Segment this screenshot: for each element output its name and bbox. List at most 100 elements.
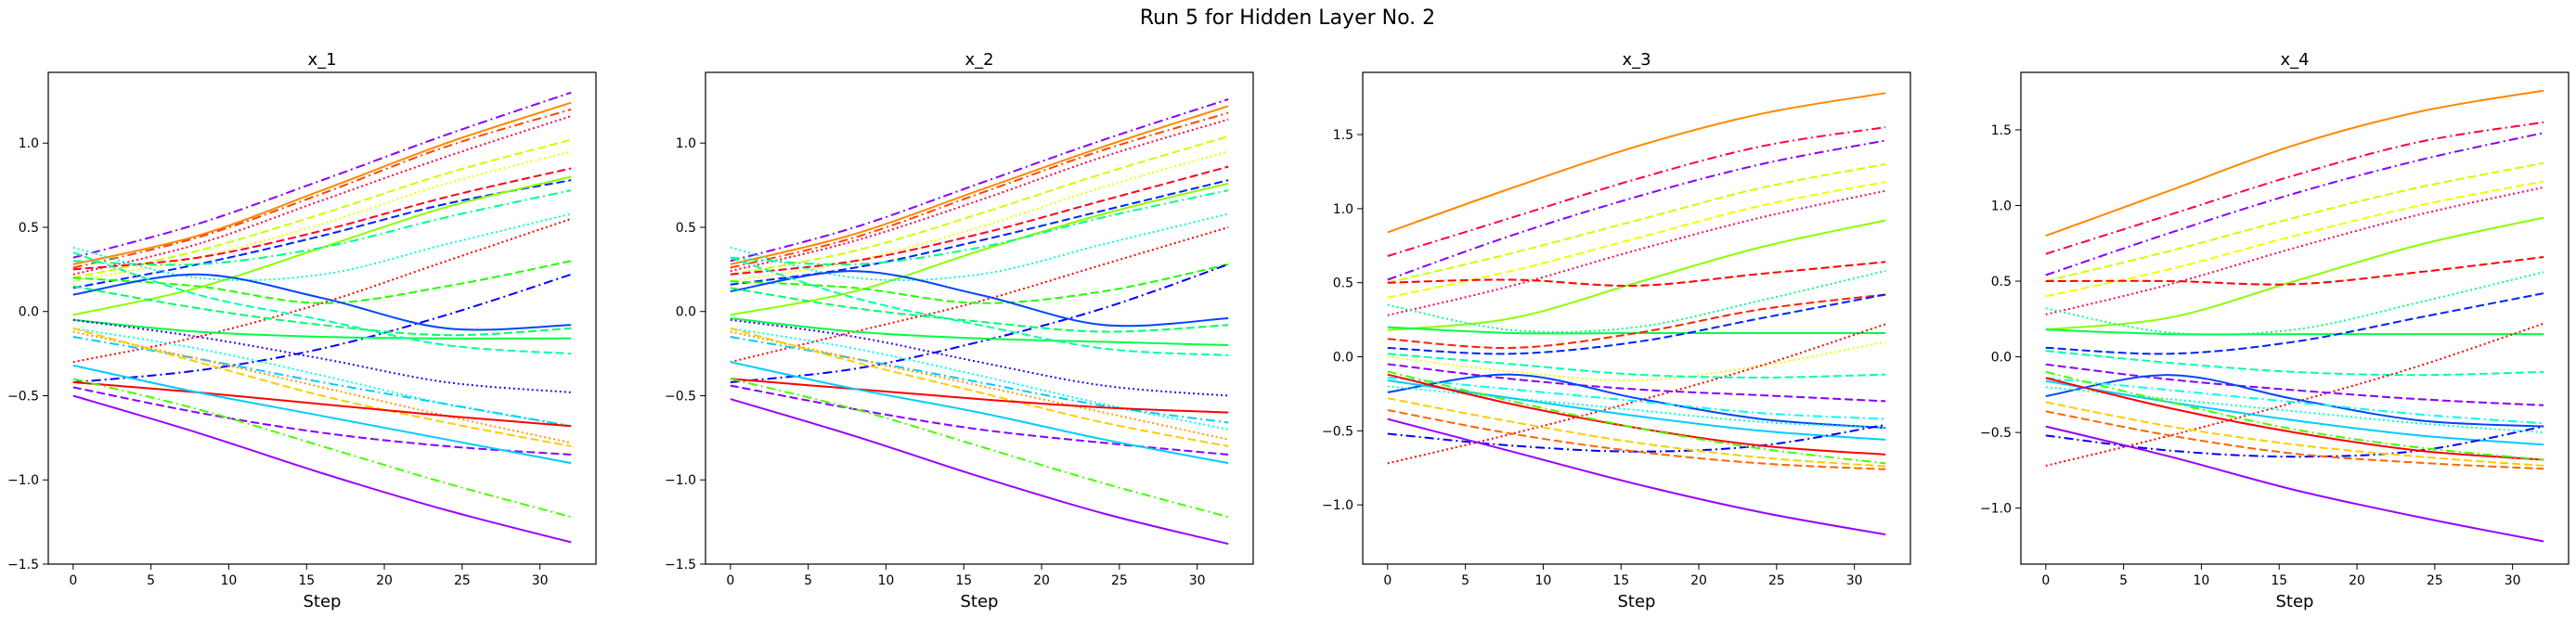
series-line-1 <box>1387 92 1886 234</box>
series-line-14 <box>2045 363 2544 406</box>
y-tick-label: 0.0 <box>1991 351 2012 366</box>
series-line-26 <box>730 361 1229 465</box>
x-tick-label: 25 <box>2427 573 2443 588</box>
series-line-9 <box>730 182 1229 316</box>
series-line-16 <box>72 318 572 340</box>
series-group <box>72 91 572 544</box>
series-line-24 <box>730 378 1229 414</box>
series-line-21 <box>730 336 1229 424</box>
series-line-28 <box>72 394 572 544</box>
x-tick-label: 25 <box>454 573 471 588</box>
x-axis-label: Step <box>961 592 999 611</box>
axes-frame <box>705 71 1254 565</box>
x-tick-label: 15 <box>2271 573 2287 588</box>
x-tick-label: 30 <box>1846 573 1863 588</box>
y-tick-label: −1.0 <box>1980 502 2012 517</box>
series-line-10 <box>730 189 1229 266</box>
series-line-6 <box>2045 186 2544 315</box>
series-line-20 <box>2045 377 2544 461</box>
series-line-16 <box>1387 363 1886 403</box>
series-line-12 <box>2045 350 2544 377</box>
series-line-5 <box>72 138 572 279</box>
x-axis-label: Step <box>304 592 342 611</box>
series-line-27 <box>730 378 1229 519</box>
series-line-3 <box>2045 132 2544 276</box>
series-line-13 <box>730 263 1229 304</box>
x-tick-label: 10 <box>1535 573 1552 588</box>
y-tick-label: 0.0 <box>676 305 696 320</box>
series-line-15 <box>2045 374 2544 428</box>
subplot-title: x_4 <box>2280 50 2309 70</box>
series-line-26 <box>72 364 572 465</box>
x-tick-label: 20 <box>1690 573 1707 588</box>
x-tick-label: 0 <box>2041 573 2050 588</box>
series-line-15 <box>72 273 572 331</box>
axes-frame <box>47 71 597 565</box>
series-line-7 <box>72 167 572 271</box>
series-line-7 <box>730 165 1229 276</box>
y-tick-label: 0.5 <box>676 221 696 236</box>
x-tick-label: 0 <box>726 573 734 588</box>
x-tick-label: 5 <box>804 573 812 588</box>
y-tick-label: −0.5 <box>665 389 696 404</box>
y-tick-label: −0.5 <box>1322 424 1353 439</box>
series-line-10 <box>1387 269 1886 333</box>
y-tick-label: 0.0 <box>19 305 39 320</box>
series-line-2 <box>730 105 1229 265</box>
x-tick-label: 15 <box>298 573 315 588</box>
y-tick-label: 0.5 <box>1333 276 1353 291</box>
series-line-9 <box>2045 256 2544 286</box>
x-tick-label: 5 <box>1461 573 1469 588</box>
series-line-2 <box>72 101 572 265</box>
y-tick-label: −1.0 <box>665 473 696 488</box>
series-line-5 <box>730 135 1229 276</box>
y-tick-label: −1.5 <box>665 558 696 572</box>
series-line-1 <box>2045 89 2544 238</box>
series-line-18 <box>1387 376 1886 420</box>
series-line-2 <box>1387 126 1886 257</box>
x-tick-label: 15 <box>1612 573 1629 588</box>
x-tick-label: 0 <box>1383 573 1392 588</box>
x-tick-label: 20 <box>376 573 393 588</box>
y-tick-label: −1.5 <box>7 558 39 572</box>
series-line-28 <box>730 398 1229 546</box>
x-tick-label: 25 <box>1111 573 1128 588</box>
series-line-15 <box>730 270 1229 328</box>
series-line-5 <box>1387 181 1886 299</box>
series-line-20 <box>1387 379 1886 441</box>
x-tick-label: 5 <box>2119 573 2128 588</box>
x-axis-label: Step <box>2276 592 2314 611</box>
series-line-9 <box>1387 261 1886 287</box>
x-axis-label: Step <box>1618 592 1656 611</box>
y-tick-label: −1.0 <box>1322 498 1353 513</box>
y-tick-label: 1.0 <box>1991 199 2012 214</box>
axes-frame <box>1362 71 1911 565</box>
x-tick-label: 30 <box>1189 573 1206 588</box>
y-tick-label: −0.5 <box>7 389 39 404</box>
series-line-21 <box>72 336 572 428</box>
x-tick-label: 0 <box>69 573 77 588</box>
series-line-22 <box>730 330 1229 441</box>
x-tick-label: 20 <box>1033 573 1050 588</box>
series-line-8 <box>72 179 572 289</box>
y-tick-label: 0.0 <box>1333 351 1353 366</box>
series-line-5 <box>2045 180 2544 298</box>
x-tick-label: 5 <box>147 573 155 588</box>
series-line-3 <box>72 108 572 269</box>
x-tick-label: 10 <box>2194 573 2210 588</box>
series-line-2 <box>2045 121 2544 255</box>
y-tick-label: 1.5 <box>1333 128 1353 143</box>
series-line-4 <box>72 115 572 276</box>
series-line-17 <box>72 251 572 355</box>
series-line-18 <box>730 287 1229 333</box>
series-line-7 <box>2045 216 2544 331</box>
series-line-18 <box>2045 379 2544 446</box>
x-tick-label: 30 <box>2505 573 2521 588</box>
series-line-23 <box>730 327 1229 447</box>
series-line-4 <box>2045 161 2544 282</box>
series-line-24 <box>72 381 572 428</box>
series-group <box>730 98 1229 546</box>
subplot-title: x_3 <box>1622 50 1650 70</box>
series-line-6 <box>72 150 572 283</box>
